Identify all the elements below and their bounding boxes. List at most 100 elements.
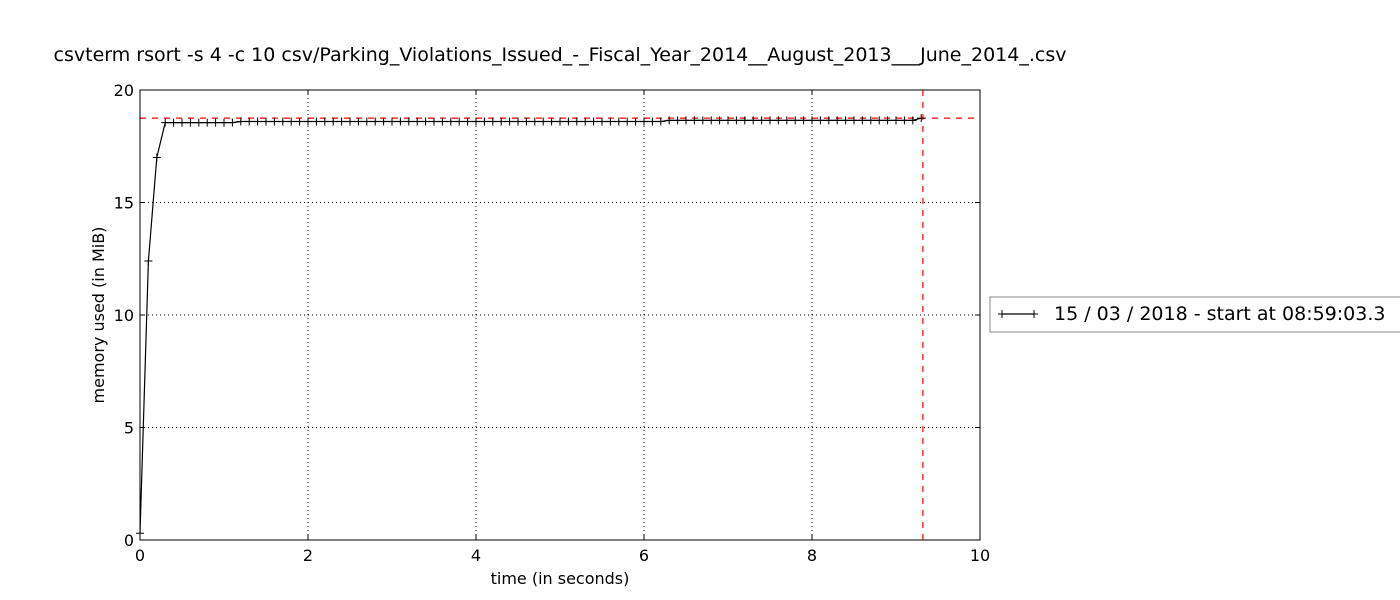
data-point xyxy=(740,116,749,125)
data-point xyxy=(606,117,615,126)
data-point xyxy=(581,117,590,126)
data-point xyxy=(463,117,472,126)
x-tick-label: 0 xyxy=(135,546,145,565)
legend-box xyxy=(989,296,1400,333)
data-point xyxy=(623,117,632,126)
data-point xyxy=(556,117,564,126)
data-point xyxy=(178,118,186,127)
data-point xyxy=(245,117,254,126)
data-point xyxy=(673,116,682,125)
x-tick-labels: 0 2 4 6 8 10 xyxy=(135,546,990,565)
legend-line-swatch xyxy=(998,310,1038,318)
data-point xyxy=(438,117,447,126)
data-point xyxy=(152,153,161,162)
data-point xyxy=(379,117,388,126)
data-point xyxy=(841,116,850,125)
data-point xyxy=(228,118,237,127)
data-point xyxy=(362,117,371,126)
data-point xyxy=(161,118,170,127)
data-point xyxy=(194,118,203,127)
data-point xyxy=(144,257,153,265)
data-point xyxy=(665,116,674,125)
data-point xyxy=(488,117,497,126)
data-point xyxy=(371,117,380,126)
x-tick-label: 4 xyxy=(471,546,481,565)
data-point xyxy=(270,117,279,126)
data-point xyxy=(908,116,917,125)
data-point xyxy=(295,117,304,126)
series-layer xyxy=(136,114,926,538)
data-point xyxy=(337,117,346,126)
y-tick-labels: 0 5 10 15 20 xyxy=(114,81,134,550)
data-point xyxy=(186,118,195,127)
data-point xyxy=(354,117,363,126)
series-line xyxy=(139,117,922,534)
data-point xyxy=(539,117,548,126)
data-point xyxy=(690,116,699,125)
data-point xyxy=(589,117,598,126)
y-tick-label: 15 xyxy=(114,194,134,213)
x-tick-label: 10 xyxy=(970,546,990,565)
data-point xyxy=(346,117,354,126)
data-point xyxy=(791,116,800,125)
data-point xyxy=(388,117,396,126)
data-point xyxy=(312,117,321,126)
data-point xyxy=(404,117,413,126)
data-point xyxy=(900,116,909,125)
data-point xyxy=(715,116,724,125)
grid-lines xyxy=(140,90,980,540)
data-point xyxy=(875,116,884,125)
data-point xyxy=(455,117,464,126)
data-point xyxy=(648,117,657,126)
data-point xyxy=(329,117,338,126)
data-point xyxy=(236,117,245,126)
data-point xyxy=(220,118,228,127)
data-point xyxy=(497,117,506,126)
data-point xyxy=(757,116,766,125)
data-point xyxy=(253,117,262,126)
data-point xyxy=(833,116,842,125)
data-point xyxy=(816,116,825,125)
data-point xyxy=(640,117,648,126)
data-point xyxy=(917,114,926,123)
data-point xyxy=(169,118,178,127)
data-point xyxy=(530,117,539,126)
data-point xyxy=(858,116,867,125)
data-point xyxy=(724,116,732,125)
data-point xyxy=(304,117,312,126)
legend-label: 15 / 03 / 2018 - start at 08:59:03.3 xyxy=(1054,303,1386,325)
data-point xyxy=(892,116,900,125)
y-tick-label: 10 xyxy=(114,306,134,325)
data-point xyxy=(808,116,816,125)
data-point xyxy=(572,117,581,126)
data-point xyxy=(766,116,774,125)
data-point xyxy=(505,117,514,126)
data-point xyxy=(446,117,455,126)
data-point xyxy=(799,116,808,125)
data-point xyxy=(262,117,270,126)
data-point xyxy=(203,118,212,127)
data-point xyxy=(421,117,430,126)
x-tick-label: 6 xyxy=(639,546,649,565)
y-axis-label: memory used (in MiB) xyxy=(89,227,108,404)
data-point xyxy=(656,117,665,126)
data-point xyxy=(320,117,329,126)
data-point xyxy=(774,116,783,125)
data-point xyxy=(472,117,480,126)
data-point xyxy=(698,116,707,125)
data-point xyxy=(707,116,716,125)
data-point xyxy=(598,117,606,126)
data-point xyxy=(564,117,573,126)
x-axis-label: time (in seconds) xyxy=(491,569,630,588)
data-point xyxy=(522,117,531,126)
data-point xyxy=(211,118,220,127)
data-point xyxy=(866,116,875,125)
data-point xyxy=(631,117,640,126)
data-point xyxy=(850,116,858,125)
data-point xyxy=(732,116,741,125)
data-point xyxy=(749,116,758,125)
y-tick-label: 0 xyxy=(124,531,134,550)
data-point xyxy=(514,117,522,126)
data-point xyxy=(396,117,405,126)
